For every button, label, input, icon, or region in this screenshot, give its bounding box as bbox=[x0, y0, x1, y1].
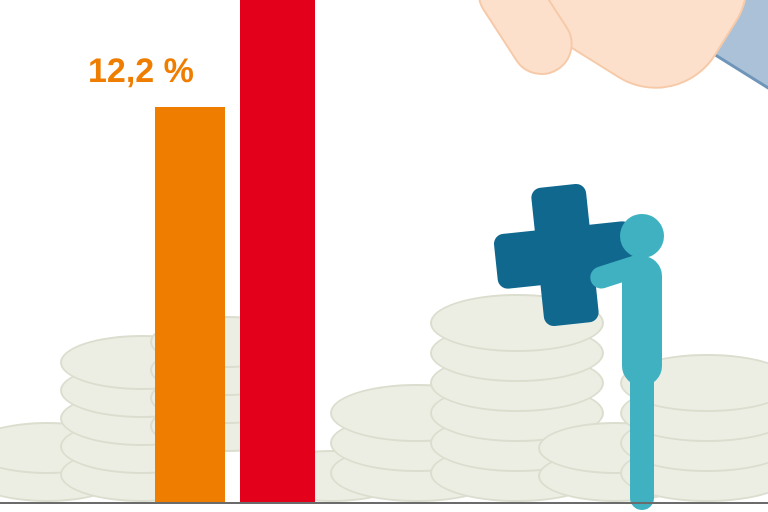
infographic-stage: 12,2 % bbox=[0, 0, 768, 512]
plus-icon bbox=[489, 179, 642, 332]
chart-baseline bbox=[0, 502, 768, 504]
illustration-layer bbox=[0, 0, 768, 512]
